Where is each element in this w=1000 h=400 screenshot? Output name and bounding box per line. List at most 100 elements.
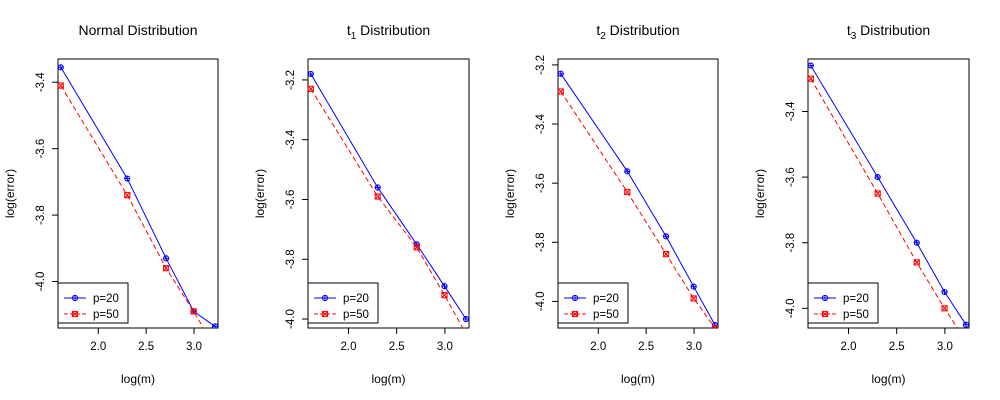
y-axis-label-3: log(error) [503, 169, 517, 218]
data-point-p50-3-4-box [690, 295, 697, 302]
legend-box-3 [557, 282, 629, 324]
chart-panel-4: t3 Distribution 2.0 2.5 3.0 -4.0 -3.8 -3.6 -3.4… [753, 22, 970, 386]
data-point-p20-3-2-cross [624, 168, 630, 174]
data-point-p50-4-5 [963, 339, 968, 344]
data-point-p20-4-1-cross [808, 62, 814, 69]
data-point-p20-2-2-cross [375, 184, 381, 191]
chart-title-3: t2 Distribution [596, 22, 679, 42]
data-point-p20-4-2-cross [875, 174, 881, 180]
legend-marker-p50-3 [571, 310, 579, 318]
data-point-p20-2-4 [441, 283, 448, 290]
chart-title-2: t1 Distribution [347, 22, 430, 42]
legend-label-p50-2: p=50 [343, 309, 369, 321]
x-tick-label-4-3: 3.0 [937, 341, 953, 353]
data-point-p50-1-3-x [163, 265, 170, 272]
data-point-p50-2-5-x [463, 331, 468, 336]
legend-2: p=20 p=50 [307, 282, 379, 324]
x-tick-label-1-2: 2.5 [138, 341, 154, 353]
legend-box-4 [807, 282, 879, 324]
data-point-p50-1-2-box [124, 192, 131, 199]
x-tick-label-3-3: 3.0 [686, 341, 702, 353]
data-point-p20-4-5 [962, 321, 969, 328]
y-tick-label-4-4: -3.4 [785, 101, 797, 121]
series-line-p20-2 [310, 73, 467, 320]
data-point-p20-4-1 [808, 62, 814, 69]
data-point-p50-4-3-box [913, 259, 920, 266]
chart-title-main-2: t [347, 22, 351, 38]
data-point-p50-1-1-box [58, 82, 64, 89]
data-point-p50-3-4 [690, 295, 697, 302]
data-point-p20-1-5-cross [212, 323, 218, 328]
data-point-p50-4-1-box [808, 75, 814, 82]
chart-panel-1: Normal Distribution 2.0 2.5 3.0 -4.0 -3.8 -3.6… [3, 22, 219, 386]
data-point-p50-1-4-x [190, 308, 197, 315]
chart-title-rest-3: Distribution [606, 22, 680, 38]
legend-box-2 [307, 282, 379, 324]
y-tick-label-4-1: -4.0 [785, 298, 797, 318]
data-point-p50-2-3-x [413, 244, 420, 251]
legend-label-p20-1: p=20 [93, 293, 119, 305]
y-tick-label-1-2: -3.8 [35, 205, 47, 225]
data-point-p20-4-3-cross [914, 240, 920, 246]
data-point-p50-3-3 [662, 250, 670, 258]
legend-marker-p50-4 [821, 310, 829, 318]
data-point-p50-4-4 [941, 305, 948, 312]
x-tick-label-1-3: 3.0 [186, 341, 202, 353]
legend-marker-p20-4-cross [822, 295, 828, 301]
data-point-p50-3-4-x [690, 295, 697, 302]
data-point-p20-2-5-cross [463, 316, 469, 322]
legend-label-p20-3: p=20 [593, 293, 619, 305]
chart-title-sub-2: 1 [351, 31, 357, 42]
data-point-p20-1-2 [124, 175, 131, 182]
y-tick-label-2-1: -4.0 [285, 309, 297, 329]
y-axis-label-4: log(error) [753, 169, 767, 218]
y-tick-label-3-5: -3.2 [535, 55, 547, 75]
legend-marker-p20-2-cross [322, 295, 328, 301]
legend-3: p=20 p=50 [557, 282, 629, 324]
data-point-p20-2-5 [462, 315, 469, 323]
data-point-p50-2-2-x [374, 193, 381, 200]
data-point-p50-3-2 [624, 188, 631, 196]
data-point-p50-1-2 [124, 192, 131, 199]
data-point-p20-1-5 [211, 323, 218, 328]
data-point-p50-2-2-box [374, 193, 381, 200]
data-point-p50-2-3-box [413, 244, 420, 251]
plot-frame-3 [557, 58, 719, 329]
data-point-p20-1-1 [58, 64, 64, 71]
legend-marker-p20-2 [321, 294, 329, 302]
data-point-p20-4-2 [874, 173, 881, 181]
data-point-p50-1-4 [190, 308, 197, 315]
data-point-p50-3-1 [558, 88, 564, 95]
legend-marker-p50-4-box [821, 310, 829, 318]
data-point-p20-2-1-cross [308, 71, 314, 77]
data-point-p20-1-1-cross [58, 64, 64, 70]
data-point-p20-3-1 [558, 70, 564, 77]
legend-marker-p20-3-cross [572, 295, 578, 301]
data-point-p50-2-3 [413, 244, 420, 251]
chart-title-rest-2: Distribution [356, 22, 430, 38]
x-tick-label-4-1: 2.0 [840, 341, 856, 353]
data-point-p20-3-4 [690, 283, 697, 290]
data-point-p50-1-5 [212, 345, 217, 350]
data-point-p50-4-3-x [913, 259, 920, 266]
legend-label-p50-4: p=50 [843, 309, 869, 321]
data-point-p50-3-2-x [624, 189, 631, 195]
legend-marker-p20-1 [71, 294, 79, 302]
x-tick-label-3-2: 2.5 [638, 341, 654, 353]
data-point-p20-3-3 [662, 233, 670, 240]
legend-4: p=20 p=50 [807, 282, 879, 324]
chart-panel-2: t1 Distribution 2.0 2.5 3.0 -4.0 -3.8 -3.6 -3.4… [253, 22, 470, 386]
y-tick-label-1-1: -4.0 [35, 272, 47, 292]
legend-marker-p50-4-x [822, 311, 828, 317]
data-point-p50-1-2-x [124, 192, 131, 199]
data-point-p50-2-1 [308, 85, 314, 92]
x-axis-label-1: log(m) [121, 372, 155, 386]
data-point-p50-3-3-x [663, 251, 670, 258]
data-point-p20-1-2-cross [124, 175, 130, 182]
data-point-p20-1-3 [162, 255, 170, 262]
data-point-p50-4-4-x [941, 305, 948, 312]
plot-area-4 [808, 62, 969, 344]
data-point-p50-2-2 [374, 193, 381, 200]
chart-title-main-1: Normal Distribution [78, 22, 197, 38]
data-point-p50-2-4-x [441, 292, 448, 299]
